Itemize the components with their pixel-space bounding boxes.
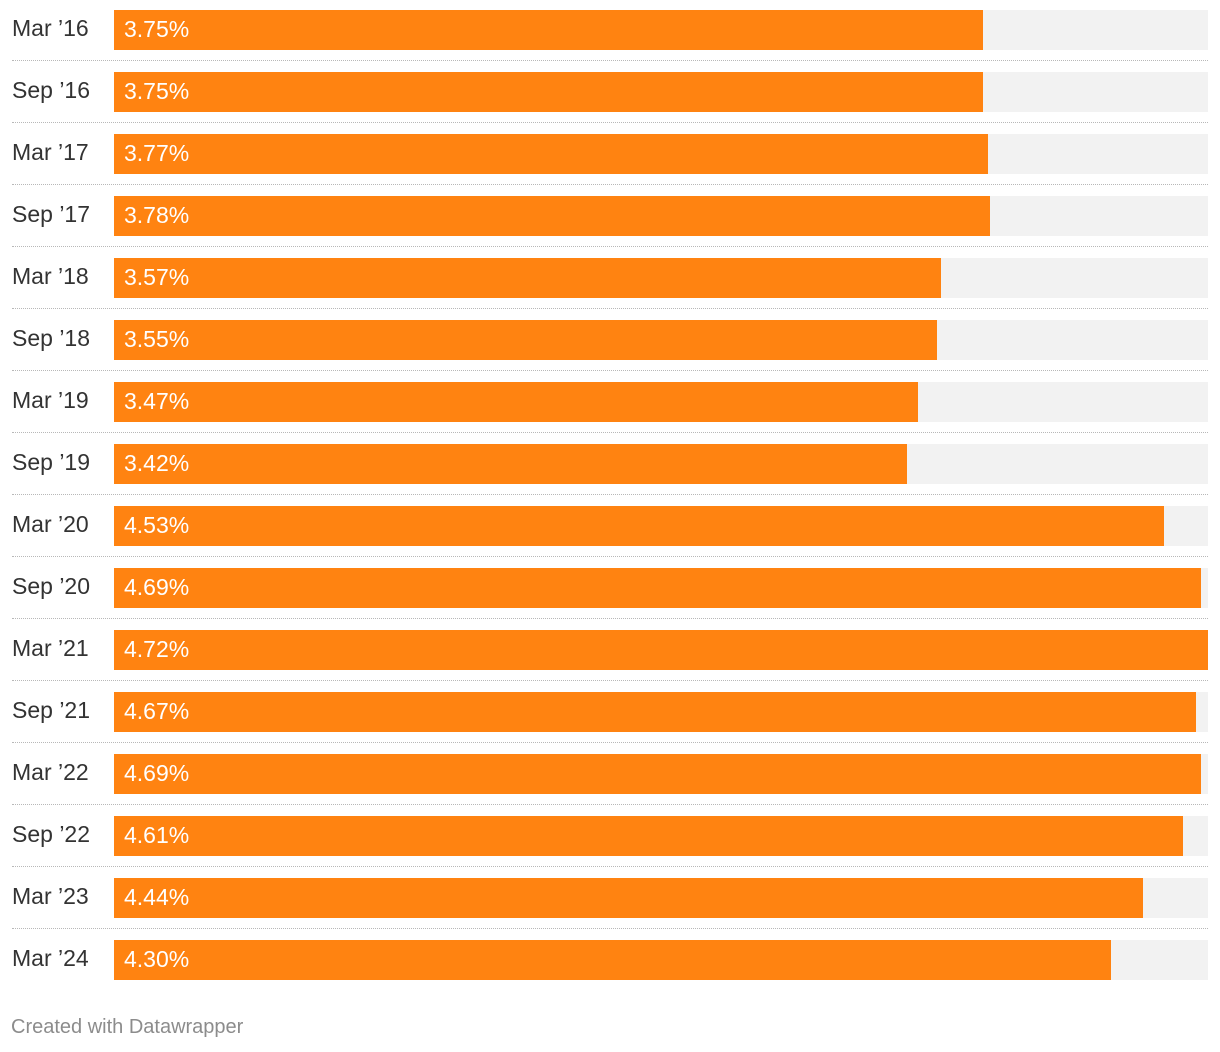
row-divider xyxy=(12,60,1208,61)
row-divider xyxy=(12,866,1208,867)
value-label: 4.69% xyxy=(124,574,190,600)
bar-track: 4.44% xyxy=(114,878,1208,918)
category-label: Mar ’20 xyxy=(12,511,89,537)
value-label: 3.78% xyxy=(124,202,190,228)
value-label: 4.72% xyxy=(124,636,190,662)
row-divider xyxy=(12,246,1208,247)
row-divider xyxy=(12,556,1208,557)
row-divider xyxy=(12,184,1208,185)
bar xyxy=(114,878,1143,918)
bar xyxy=(114,134,988,174)
bar-track: 4.67% xyxy=(114,692,1208,732)
bar xyxy=(114,444,907,484)
bar xyxy=(114,10,983,50)
bar-row: Mar ’24 4.30% xyxy=(0,930,1220,992)
bar-track: 3.75% xyxy=(114,72,1208,112)
value-label: 4.53% xyxy=(124,512,190,538)
bar-row: Sep ’17 3.78% xyxy=(0,186,1220,248)
bar-row: Mar ’18 3.57% xyxy=(0,248,1220,310)
value-label: 4.61% xyxy=(124,822,190,848)
value-label: 3.57% xyxy=(124,264,190,290)
bar-track: 3.75% xyxy=(114,10,1208,50)
bar-row: Sep ’21 4.67% xyxy=(0,682,1220,744)
bar-row: Mar ’20 4.53% xyxy=(0,496,1220,558)
value-label: 3.55% xyxy=(124,326,190,352)
bar-row: Sep ’18 3.55% xyxy=(0,310,1220,372)
bar-row: Mar ’16 3.75% xyxy=(0,0,1220,62)
value-label: 3.77% xyxy=(124,140,190,166)
row-divider xyxy=(12,370,1208,371)
category-label: Sep ’21 xyxy=(12,697,91,723)
bar xyxy=(114,568,1201,608)
bar-row: Sep ’22 4.61% xyxy=(0,806,1220,868)
value-label: 4.67% xyxy=(124,698,190,724)
value-label: 3.47% xyxy=(124,388,190,414)
bar-track: 4.69% xyxy=(114,568,1208,608)
value-label: 4.44% xyxy=(124,884,190,910)
row-divider xyxy=(12,928,1208,929)
bar-row: Mar ’22 4.69% xyxy=(0,744,1220,806)
bar xyxy=(114,630,1208,670)
row-divider xyxy=(12,618,1208,619)
bar-row: Mar ’17 3.77% xyxy=(0,124,1220,186)
bar xyxy=(114,320,937,360)
value-label: 3.42% xyxy=(124,450,190,476)
bar-track: 4.53% xyxy=(114,506,1208,546)
bar-track: 4.61% xyxy=(114,816,1208,856)
bar xyxy=(114,382,918,422)
value-label: 4.69% xyxy=(124,760,190,786)
value-label: 4.30% xyxy=(124,946,190,972)
category-label: Mar ’16 xyxy=(12,15,89,41)
bar-track: 3.55% xyxy=(114,320,1208,360)
bar-track: 3.78% xyxy=(114,196,1208,236)
row-divider xyxy=(12,742,1208,743)
bar-chart: Mar ’16 3.75% Sep ’16 3.75% Mar ’17 3.77% Sep … xyxy=(0,0,1220,992)
bar xyxy=(114,816,1183,856)
category-label: Sep ’19 xyxy=(12,449,91,475)
value-label: 3.75% xyxy=(124,78,190,104)
bar-row: Mar ’19 3.47% xyxy=(0,372,1220,434)
value-label: 3.75% xyxy=(124,16,190,42)
bar-row: Mar ’21 4.72% xyxy=(0,620,1220,682)
row-divider xyxy=(12,308,1208,309)
bar-track: 3.42% xyxy=(114,444,1208,484)
bar xyxy=(114,506,1164,546)
category-label: Mar ’21 xyxy=(12,635,89,661)
bar-track: 4.30% xyxy=(114,940,1208,980)
bar-track: 4.72% xyxy=(114,630,1208,670)
bar-track: 3.57% xyxy=(114,258,1208,298)
bar-row: Sep ’20 4.69% xyxy=(0,558,1220,620)
bar xyxy=(114,196,990,236)
bar xyxy=(114,72,983,112)
bar-row: Sep ’16 3.75% xyxy=(0,62,1220,124)
category-label: Mar ’24 xyxy=(12,945,89,971)
row-divider xyxy=(12,432,1208,433)
category-label: Sep ’20 xyxy=(12,573,91,599)
bar xyxy=(114,940,1111,980)
row-divider xyxy=(12,122,1208,123)
bar-track: 4.69% xyxy=(114,754,1208,794)
row-divider xyxy=(12,804,1208,805)
bar xyxy=(114,692,1196,732)
bar-row: Mar ’23 4.44% xyxy=(0,868,1220,930)
category-label: Sep ’16 xyxy=(12,77,91,103)
category-label: Sep ’22 xyxy=(12,821,91,847)
category-label: Mar ’22 xyxy=(12,759,89,785)
bar-row: Sep ’19 3.42% xyxy=(0,434,1220,496)
row-divider xyxy=(12,680,1208,681)
category-label: Mar ’18 xyxy=(12,263,89,289)
category-label: Sep ’17 xyxy=(12,201,91,227)
category-label: Mar ’23 xyxy=(12,883,89,909)
category-label: Mar ’17 xyxy=(12,139,89,165)
bar xyxy=(114,754,1201,794)
footer-credit[interactable]: Created with Datawrapper xyxy=(11,1016,244,1038)
category-label: Mar ’19 xyxy=(12,387,89,413)
bar xyxy=(114,258,941,298)
category-label: Sep ’18 xyxy=(12,325,91,351)
bar-track: 3.77% xyxy=(114,134,1208,174)
row-divider xyxy=(12,494,1208,495)
bar-track: 3.47% xyxy=(114,382,1208,422)
